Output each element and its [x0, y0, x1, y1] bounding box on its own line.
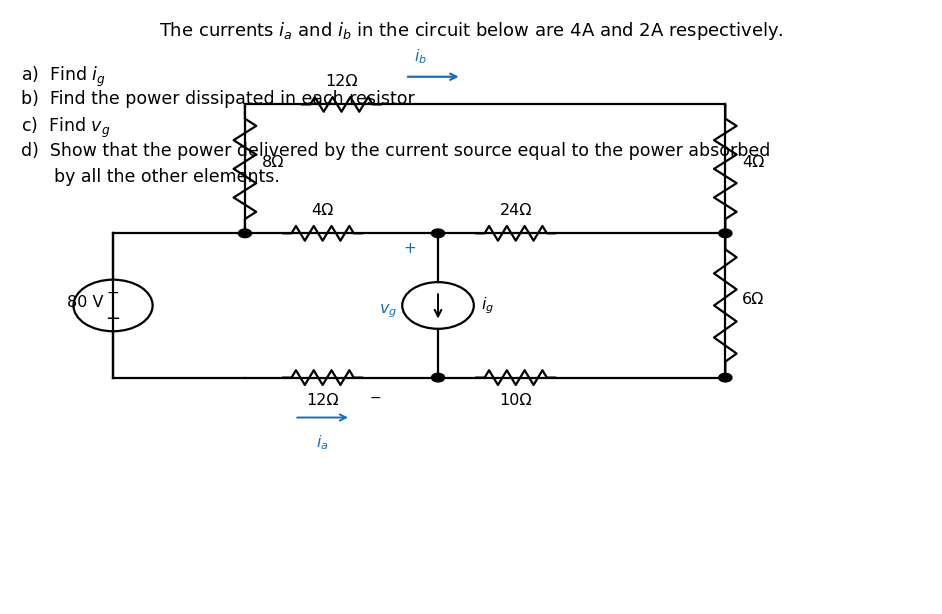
- Text: $v_g$: $v_g$: [380, 303, 398, 321]
- Text: 4Ω: 4Ω: [312, 203, 333, 218]
- Circle shape: [431, 229, 445, 238]
- Text: 12Ω: 12Ω: [306, 393, 339, 408]
- Text: −: −: [369, 391, 382, 405]
- Text: 24Ω: 24Ω: [499, 203, 532, 218]
- Circle shape: [719, 373, 732, 382]
- Text: $i_g$: $i_g$: [481, 295, 495, 316]
- Text: The currents $i_a$ and $i_b$ in the circuit below are 4A and 2A respectively.: The currents $i_a$ and $i_b$ in the circ…: [158, 20, 784, 42]
- Text: 12Ω: 12Ω: [325, 74, 358, 89]
- Text: d)  Show that the power delivered by the current source equal to the power absor: d) Show that the power delivered by the …: [21, 142, 771, 160]
- Text: −: −: [106, 310, 121, 328]
- Text: c)  Find $v_g$: c) Find $v_g$: [21, 116, 110, 140]
- Text: $i_a$: $i_a$: [317, 433, 329, 451]
- Text: $i_b$: $i_b$: [414, 47, 428, 66]
- Circle shape: [719, 229, 732, 238]
- Text: 6Ω: 6Ω: [742, 292, 765, 307]
- Text: +: +: [403, 241, 416, 256]
- Circle shape: [238, 229, 252, 238]
- Text: +: +: [106, 286, 120, 301]
- Text: 10Ω: 10Ω: [499, 393, 532, 408]
- Text: b)  Find the power dissipated in each resistor: b) Find the power dissipated in each res…: [21, 90, 414, 108]
- Text: 4Ω: 4Ω: [742, 155, 765, 170]
- Text: 8Ω: 8Ω: [262, 155, 284, 170]
- Text: 80 V: 80 V: [67, 295, 104, 310]
- Circle shape: [431, 373, 445, 382]
- Text: by all the other elements.: by all the other elements.: [54, 168, 280, 185]
- Text: a)  Find $i_g$: a) Find $i_g$: [21, 64, 106, 88]
